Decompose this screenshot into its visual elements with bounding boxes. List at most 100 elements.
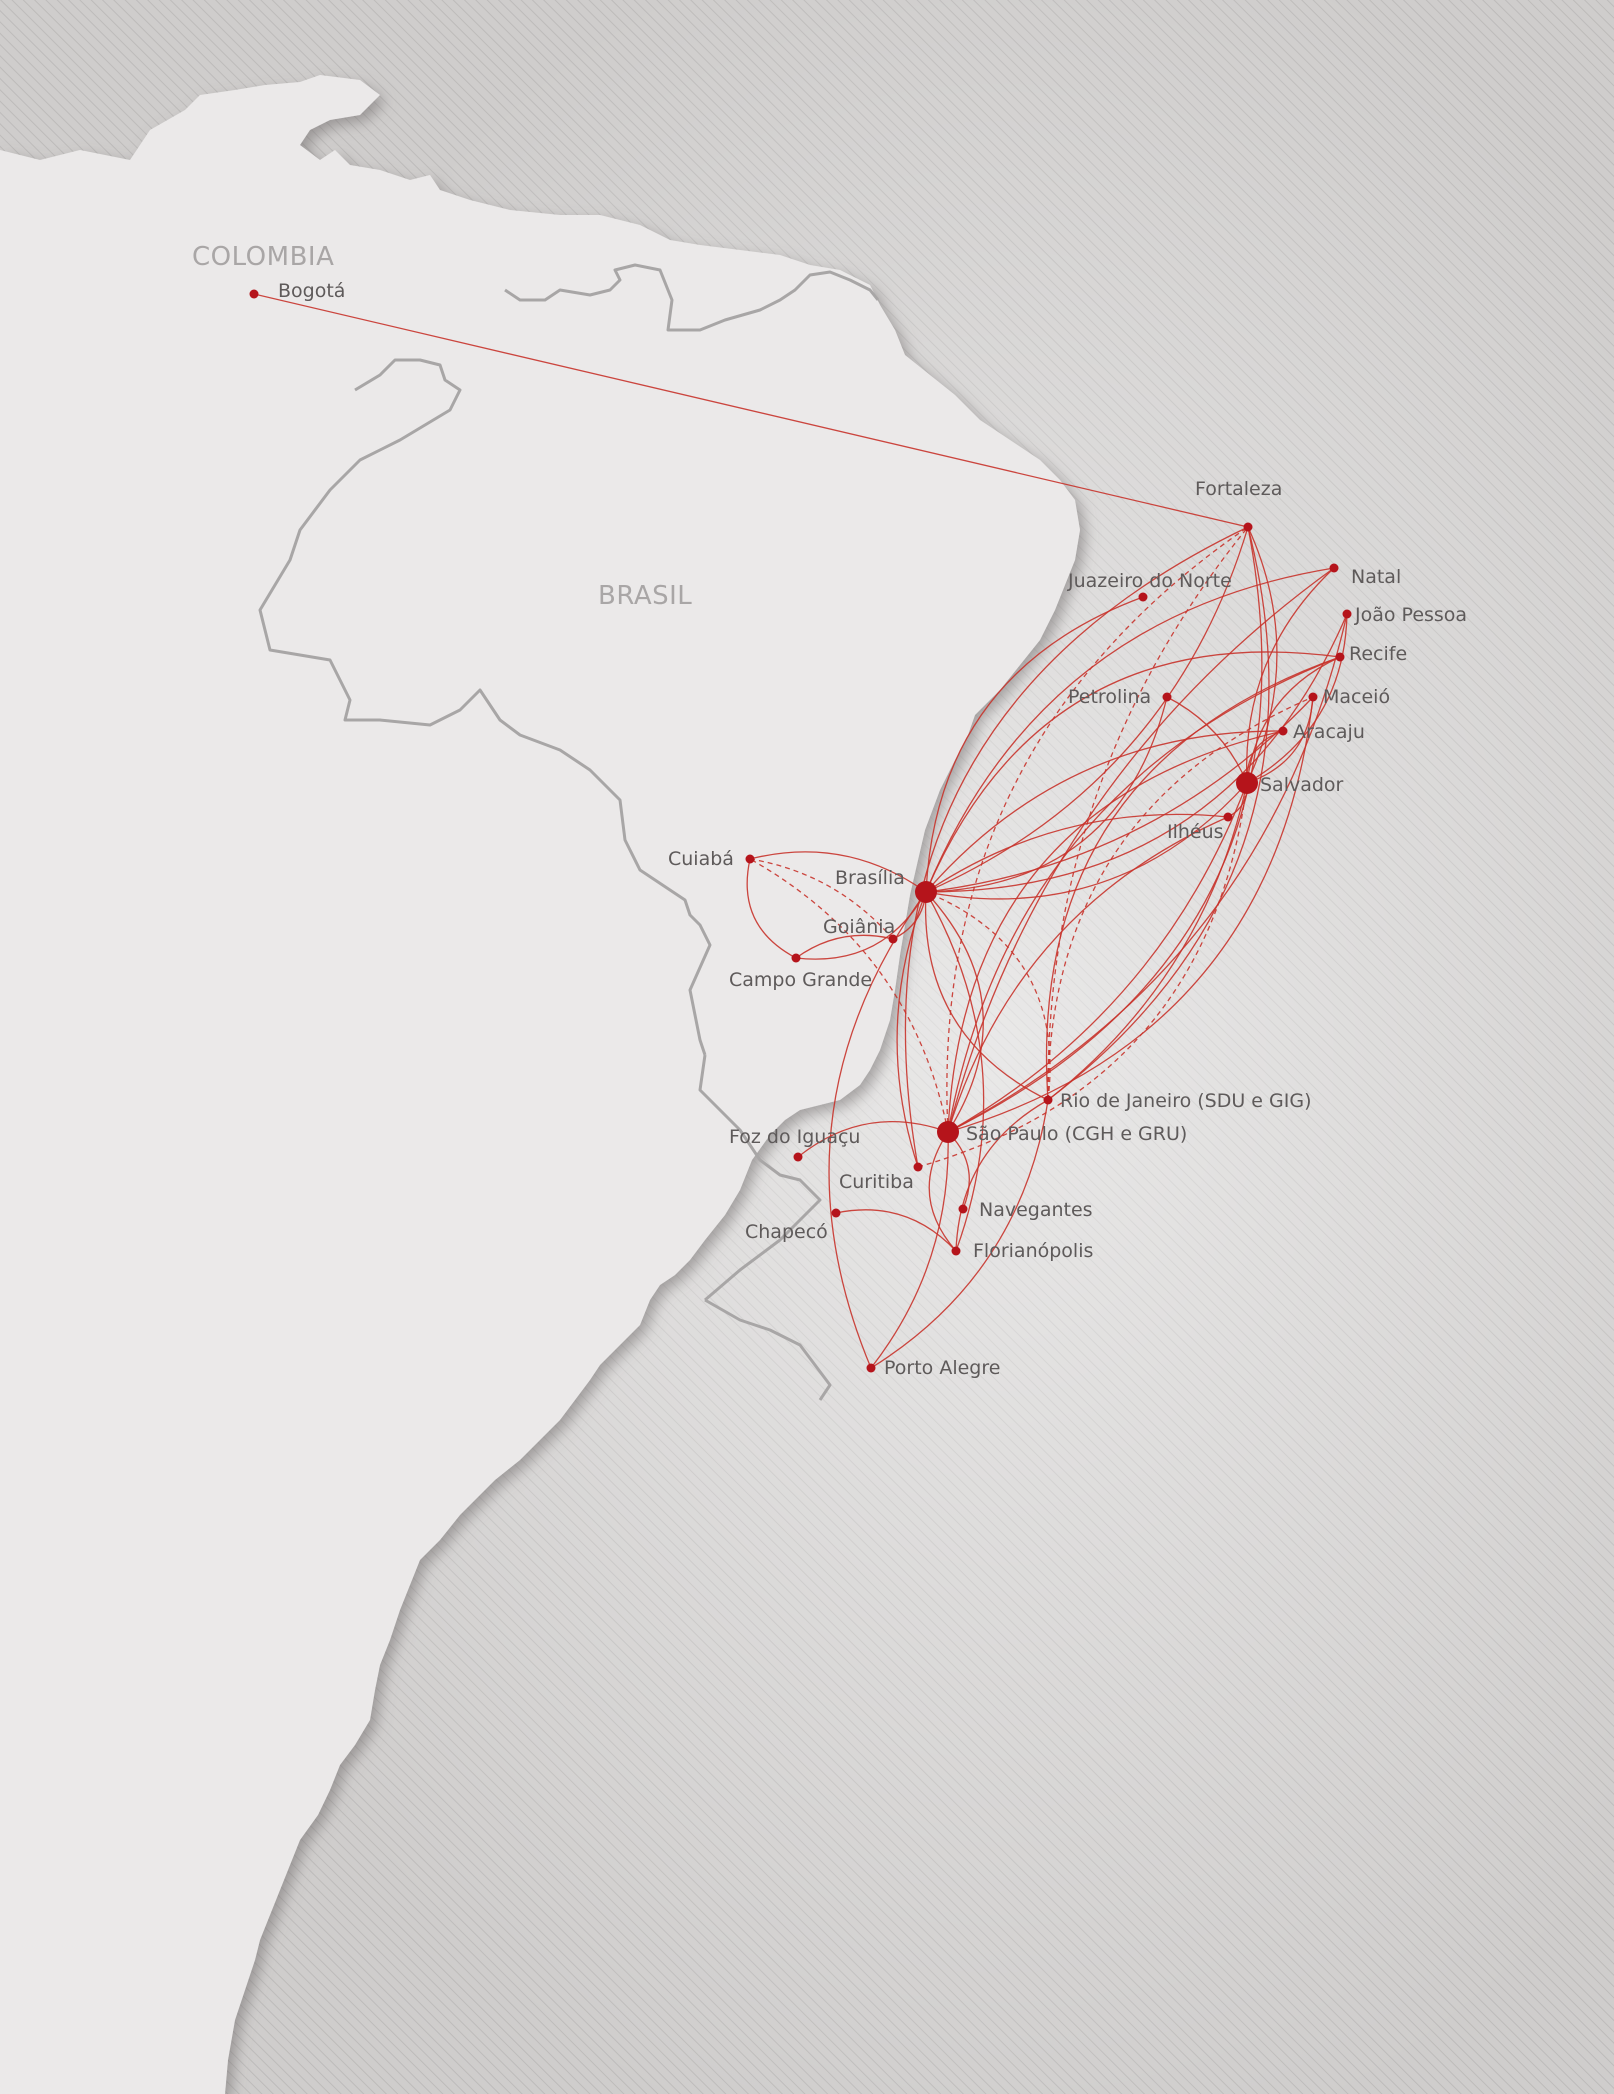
route-sao_paulo-joao_pessoa (947, 613, 1348, 1133)
route-brasilia-salvador (925, 782, 1248, 900)
city-dot-goiania[interactable] (888, 934, 898, 944)
city-label-rio: Rio de Janeiro (SDU e GIG) (1060, 1090, 1312, 1112)
route-sao_paulo-fortaleza (946, 526, 1249, 1133)
route-rio-maceio (1047, 696, 1314, 1101)
city-dot-salvador[interactable] (1236, 772, 1258, 794)
route-cuiaba-campo_grande (746, 858, 797, 959)
city-dot-cuiaba[interactable] (745, 854, 755, 864)
route-rio-recife (1045, 656, 1341, 1101)
route-goiania-campo_grande (795, 934, 894, 959)
route-salvador-recife (1246, 656, 1341, 784)
city-dot-petrolina[interactable] (1162, 692, 1172, 702)
route-brasilia-petrolina (925, 696, 1168, 893)
route-brasilia-ilheus (925, 813, 1229, 893)
route-salvador-maceio (1246, 696, 1314, 784)
city-dot-brasilia[interactable] (915, 881, 937, 903)
route-brasilia-rio (924, 891, 1049, 1101)
city-dot-florianopolis[interactable] (951, 1246, 961, 1256)
city-label-chapeco: Chapecó (745, 1221, 828, 1243)
route-rio-salvador (1047, 782, 1248, 1101)
route-sao_paulo-porto_alegre (870, 1131, 949, 1369)
city-label-maceio: Maceió (1323, 686, 1390, 708)
city-dot-curitiba[interactable] (913, 1162, 923, 1172)
route-brasilia-fortaleza (925, 526, 1249, 893)
south-america-land (0, 75, 1080, 2094)
city-label-natal: Natal (1351, 566, 1401, 588)
city-label-cuiaba: Cuiabá (668, 848, 734, 870)
route-brasilia-cuiaba (749, 851, 927, 893)
city-dot-foz[interactable] (793, 1152, 803, 1162)
city-dot-ilheus[interactable] (1223, 812, 1233, 822)
city-dot-bogota[interactable] (249, 289, 259, 299)
city-dot-natal[interactable] (1329, 563, 1339, 573)
route-brasilia-aracaju (925, 730, 1284, 893)
route-rio-florianopolis (955, 1099, 1049, 1252)
route-cuiaba-goiania (749, 858, 894, 940)
route-salvador-petrolina (1166, 696, 1248, 784)
city-label-sao-paulo: São Paulo (CGH e GRU) (966, 1123, 1187, 1145)
city-label-goiania: Goiânia (823, 916, 895, 938)
route-salvador-fortaleza (1246, 526, 1278, 784)
border-brazil-uruguay (704, 1298, 832, 1401)
border-brazil-peru-bolivia (258, 358, 712, 1056)
city-label-recife: Recife (1349, 643, 1407, 665)
city-dot-fortaleza[interactable] (1243, 522, 1253, 532)
route-bogota-fortaleza (253, 293, 1249, 528)
route-curitiba-fortaleza (904, 526, 1249, 1168)
route-sao_paulo-foz (797, 1121, 949, 1158)
route-sao_paulo-ilheus (947, 816, 1229, 1133)
route-rio-brasilia (925, 891, 1051, 1101)
city-label-ilheus: Ilhéus (1167, 821, 1224, 843)
city-label-brasilia: Brasília (835, 867, 905, 889)
city-label-joao-pessoa: João Pessoa (1354, 604, 1467, 626)
city-label-fortaleza: Fortaleza (1195, 478, 1282, 500)
city-label-florianopolis: Florianópolis (973, 1240, 1093, 1262)
route-rio-fortaleza (1047, 526, 1249, 1101)
country-borders (258, 263, 880, 1401)
border-brazil-paraguay-argentina (698, 1054, 822, 1302)
city-label-porto-alegre: Porto Alegre (884, 1357, 1000, 1379)
city-dot-campo-grande[interactable] (791, 953, 801, 963)
city-dot-recife[interactable] (1335, 652, 1345, 662)
border-colombia-venezuela-brazil (504, 263, 880, 332)
city-label-navegantes: Navegantes (979, 1199, 1093, 1221)
route-brasilia-campo_grande (795, 891, 927, 960)
route-brasilia-maceio (925, 696, 1314, 893)
city-dot-juazeiro[interactable] (1138, 592, 1148, 602)
route-sao_paulo-maceio (947, 696, 1314, 1133)
city-dot-sao-paulo[interactable] (937, 1121, 959, 1143)
route-rio-porto_alegre (870, 1099, 1049, 1369)
route-rio-fortaleza (1047, 526, 1270, 1101)
route-sao_paulo-salvador (947, 782, 1248, 1133)
route-brasilia-florianopolis (925, 891, 985, 1252)
city-label-juazeiro: Juazeiro do Norte (1067, 570, 1232, 592)
city-dot-chapeco[interactable] (831, 1208, 841, 1218)
route-sao_paulo-cuiaba (749, 858, 949, 1133)
route-curitiba-salvador (917, 782, 1248, 1168)
route-brasilia-porto_alegre (828, 891, 927, 1369)
route-brasilia-joao_pessoa (925, 613, 1348, 893)
city-label-aracaju: Aracaju (1293, 721, 1365, 743)
route-sao_paulo-aracaju (947, 730, 1284, 1133)
city-label-campo-grande: Campo Grande (729, 969, 872, 991)
route-brasilia-natal (925, 567, 1335, 893)
city-label-salvador: Salvador (1260, 774, 1344, 796)
route-salvador-joao_pessoa (1246, 613, 1348, 784)
city-dot-joao-pessoa[interactable] (1342, 609, 1352, 619)
city-label-bogota: Bogotá (278, 280, 345, 302)
routes-layer (253, 293, 1348, 1369)
route-brasilia-juazeiro (925, 596, 1144, 893)
city-label-foz: Foz do Iguaçu (729, 1126, 860, 1148)
city-dot-porto-alegre[interactable] (866, 1363, 876, 1373)
city-dot-aracaju[interactable] (1278, 726, 1288, 736)
city-dot-maceio[interactable] (1308, 692, 1318, 702)
route-brasilia-sao_paulo (925, 891, 984, 1133)
city-dot-navegantes[interactable] (958, 1204, 968, 1214)
route-salvador-natal (1245, 567, 1335, 784)
route-sao_paulo-florianopolis (928, 1131, 957, 1252)
city-label-petrolina: Petrolina (1068, 686, 1151, 708)
city-dot-rio[interactable] (1043, 1095, 1053, 1105)
country-label-brasil: BRASIL (598, 581, 692, 611)
